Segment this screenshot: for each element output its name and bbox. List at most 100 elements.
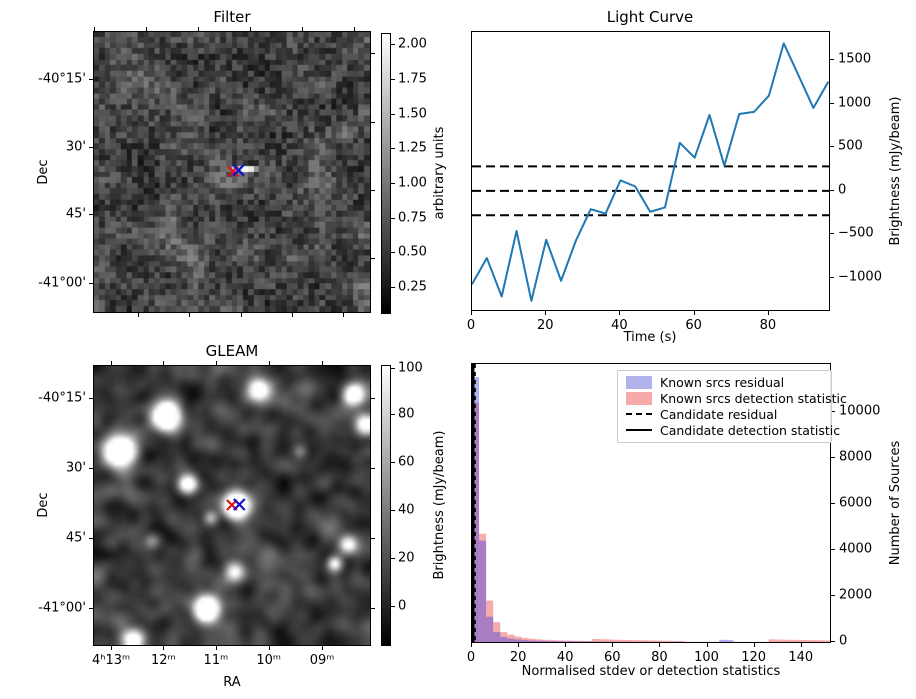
- histogram-bar: [500, 636, 508, 642]
- tick-label: 20: [509, 650, 527, 665]
- tick-mark: [292, 313, 294, 317]
- tick-mark: [471, 311, 472, 315]
- tick-label: 1000: [838, 95, 872, 111]
- legend-label: Known srcs residual: [660, 375, 785, 391]
- tick-mark: [391, 252, 395, 254]
- tick-mark: [94, 27, 96, 31]
- tick-label: 40: [611, 318, 628, 333]
- tick-mark: [343, 313, 345, 317]
- tick-mark: [831, 456, 835, 458]
- tick-mark: [371, 397, 375, 399]
- legend-swatch-known-residual: [626, 376, 652, 390]
- histogram-bar: [521, 637, 529, 642]
- histogram-bar: [500, 632, 508, 642]
- tick-mark: [240, 313, 242, 317]
- tick-mark: [371, 608, 375, 610]
- tick-label: 500: [838, 138, 863, 154]
- tick-mark: [830, 146, 834, 148]
- legend-item-candidate-detection: Candidate detection statistic: [626, 423, 840, 438]
- tick-mark: [391, 606, 395, 608]
- filter-colorbar-label: arbitrary units: [432, 126, 447, 220]
- histogram-bar: [655, 640, 663, 642]
- tick-mark: [830, 58, 834, 60]
- tick-label: 6000: [839, 495, 873, 511]
- histogram-bar: [479, 533, 487, 642]
- histogram-bar: [479, 540, 487, 642]
- tick-label: -40°15': [38, 390, 86, 406]
- histogram-bar: [592, 639, 600, 642]
- tick-mark: [391, 78, 395, 80]
- tick-label: 1.75: [398, 71, 427, 87]
- tick-label: -41°00': [38, 600, 86, 616]
- histogram-bar: [577, 640, 586, 642]
- tick-label: 2.00: [398, 36, 427, 52]
- histogram-bar: [641, 640, 649, 642]
- tick-mark: [89, 283, 93, 285]
- tick-label: 80: [651, 650, 668, 665]
- tick-mark: [89, 397, 93, 399]
- histogram-bar: [549, 640, 557, 642]
- histogram-bar: [535, 639, 543, 642]
- tick-mark: [145, 27, 147, 31]
- histogram-bar: [634, 640, 642, 642]
- tick-mark: [111, 646, 113, 650]
- tick-label: 40: [556, 650, 574, 665]
- histogram-bar: [486, 600, 494, 642]
- tick-mark: [471, 643, 472, 647]
- histogram-bar: [556, 641, 564, 642]
- tick-label: 0: [398, 598, 407, 614]
- tick-mark: [188, 313, 190, 317]
- tick-mark: [371, 468, 375, 470]
- tick-mark: [163, 646, 165, 650]
- tick-mark: [831, 594, 835, 596]
- histogram-bar: [797, 639, 805, 642]
- light-curve-ylabel: Brightness (mJy/beam): [888, 96, 903, 246]
- tick-label: 20: [398, 550, 415, 566]
- legend-item-candidate-residual: Candidate residual: [626, 407, 823, 422]
- tick-label: 40: [398, 502, 415, 518]
- tick-mark: [322, 361, 324, 365]
- filter-panel: [93, 31, 371, 313]
- tick-mark: [831, 502, 835, 504]
- tick-mark: [830, 102, 834, 104]
- tick-mark: [268, 646, 270, 650]
- legend-item-known-detection: Known srcs detection statistic: [626, 391, 847, 406]
- filter-ylabel: Dec: [36, 159, 51, 185]
- legend-label: Candidate detection statistic: [660, 422, 841, 438]
- histogram-bar: [599, 639, 607, 642]
- tick-mark: [659, 643, 661, 647]
- filter-colorbar: [381, 33, 391, 314]
- histogram-bar: [775, 639, 783, 642]
- gleam-xlabel: RA: [223, 675, 241, 690]
- histogram-bar: [528, 638, 536, 642]
- legend-swatch-solid-line: [626, 429, 652, 432]
- tick-label: 120: [741, 650, 767, 665]
- tick-label: 30': [65, 460, 86, 476]
- histogram-legend: Known srcs residual Known srcs detection…: [617, 370, 847, 443]
- gleam-colorbar: [381, 365, 391, 646]
- tick-mark: [831, 548, 835, 550]
- histogram-bar: [662, 640, 670, 642]
- tick-label: 1.25: [398, 140, 427, 156]
- tick-label: 4000: [839, 541, 873, 557]
- histogram-bar: [768, 639, 776, 642]
- histogram-bar: [676, 641, 684, 642]
- tick-label: −1000: [838, 269, 882, 285]
- tick-label: 1.50: [398, 106, 427, 122]
- filter-title: Filter: [213, 8, 251, 26]
- tick-label: 100: [398, 360, 423, 376]
- tick-mark: [371, 538, 375, 540]
- gleam-title: GLEAM: [205, 342, 259, 360]
- tick-label: 09ᵐ: [309, 653, 335, 668]
- tick-label: 45': [65, 530, 86, 546]
- tick-mark: [89, 146, 93, 148]
- histogram-bar: [811, 640, 819, 642]
- tick-mark: [250, 27, 252, 31]
- histogram-bar: [669, 640, 677, 642]
- tick-mark: [371, 190, 375, 192]
- tick-label: 100: [694, 650, 719, 665]
- tick-label: 10000: [839, 403, 881, 419]
- tick-mark: [354, 27, 356, 31]
- tick-label: 11ᵐ: [203, 653, 229, 668]
- gleam-panel: [93, 365, 371, 646]
